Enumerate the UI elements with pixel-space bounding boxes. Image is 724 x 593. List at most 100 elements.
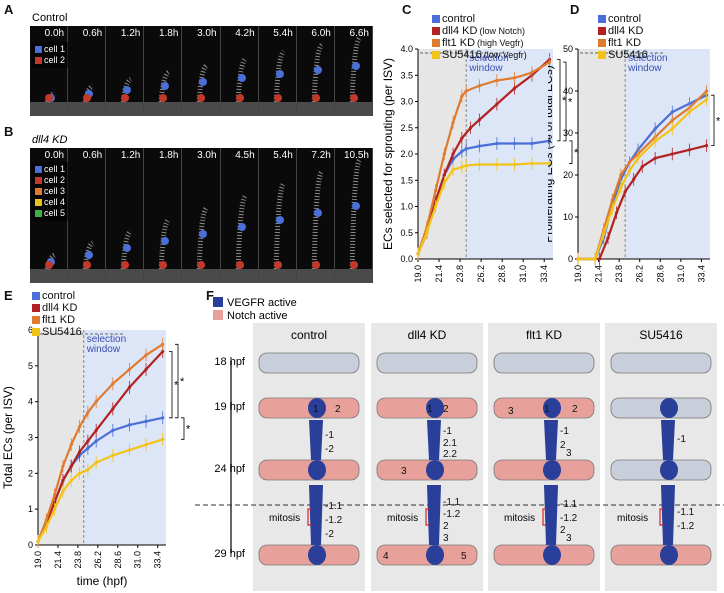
series-legend-item: flt1 KD (598, 37, 648, 49)
sprout (661, 420, 675, 460)
data-point (127, 423, 132, 427)
data-point (53, 500, 57, 504)
legend-label: control (608, 13, 642, 25)
series-legend-item: dll4 KD (low Notch) (432, 25, 527, 37)
micrograph-frame: 5.4h (258, 26, 297, 116)
schematic-column-header: control (291, 328, 327, 342)
significance-star: * (180, 376, 185, 388)
sprout (309, 420, 323, 460)
legend-swatch (35, 177, 42, 184)
data-point (53, 493, 57, 497)
data-point (468, 126, 473, 130)
micrograph-frame: 4.5h (220, 148, 259, 283)
data-point (451, 168, 455, 172)
data-point (86, 468, 90, 472)
schematic-column-header: SU5416 (639, 328, 683, 342)
selection-window-label: selection window (627, 53, 667, 74)
tip-cell (660, 545, 678, 565)
legend-swatch (35, 210, 42, 217)
data-point (61, 489, 65, 493)
cell-number-label: 1 (427, 404, 433, 415)
mitosis-bracket (307, 508, 311, 526)
y-tick-label: 20 (563, 170, 573, 180)
timepoint-label: 1.8h (158, 150, 179, 161)
legend-note: (high Vegfr) (477, 38, 524, 48)
y-tick-label: 2.0 (400, 149, 413, 159)
data-point (77, 425, 82, 429)
data-point (161, 342, 165, 346)
data-point (610, 207, 614, 211)
y-tick-label: 10 (563, 212, 573, 222)
micrograph-frame: 10.5h (334, 148, 373, 283)
data-point (69, 464, 73, 468)
condition-label-b: dll4 KD (32, 134, 68, 146)
data-point (704, 89, 709, 93)
data-point (61, 464, 65, 468)
timepoint-label: 6.0h (311, 28, 331, 39)
legend-swatch (35, 57, 42, 64)
data-point (670, 152, 674, 156)
data-point (111, 428, 115, 432)
data-point (144, 419, 148, 423)
data-point (61, 478, 65, 483)
data-point (127, 367, 132, 372)
y-tick-label: 0.0 (400, 254, 413, 264)
tip-cell (308, 398, 326, 418)
y-axis-label: ECs selected for sprouting (per ISV) (381, 58, 395, 250)
chart-c-selected-ecs: selection window 0.0 0.5 1.0 1.5 2.0 2.5 3.0 3.5 4… (381, 44, 579, 283)
data-point (144, 353, 148, 357)
data-point (464, 163, 468, 168)
data-point (464, 147, 468, 151)
cell-number-label: -1 (325, 430, 334, 441)
series-legend-item: dll4 KD (598, 25, 648, 37)
cell-number-label: 3 (401, 466, 407, 477)
significance-bracket (169, 351, 173, 419)
data-point (512, 76, 517, 80)
y-tick-label: 1.5 (400, 175, 413, 185)
series-line (416, 61, 551, 255)
data-point (36, 539, 40, 544)
data-point (653, 156, 657, 160)
y-axis-label: Total ECs (per ISV) (1, 386, 15, 489)
data-point (530, 141, 534, 146)
cell-number-label: 3 (508, 406, 514, 417)
legend-swatch (32, 328, 40, 336)
significance-bracket (181, 417, 185, 440)
series-legend-item: SU5416 (low Vegfr) (432, 49, 527, 61)
timepoint-label: 0.6h (82, 28, 103, 39)
data-point (593, 257, 597, 261)
significance-star: * (568, 97, 573, 109)
selection-window-bg (466, 49, 553, 259)
data-point (94, 400, 98, 404)
x-tick-label: 31.0 (676, 265, 686, 283)
chart-c-legend: control dll4 KD (low Notch) flt1 KD (high … (432, 13, 527, 61)
significance-star: * (562, 95, 567, 107)
legend-label: cell 1 (44, 44, 66, 54)
micrograph-frame: 7.2h (296, 148, 335, 283)
legend-swatch (432, 15, 440, 23)
y-tick-label: 2 (28, 468, 33, 478)
tip-cell (308, 545, 326, 565)
x-tick-label: 33.4 (696, 265, 706, 283)
panel-label-e: E (4, 288, 13, 303)
condition-label-a: Control (32, 12, 68, 24)
schematic-column-header: dll4 KD (408, 328, 447, 342)
cell-number-label: -1.2 (325, 515, 343, 526)
data-point (425, 231, 429, 235)
mitosis-bracket (425, 508, 429, 526)
cell-number-label: 3 (566, 448, 572, 459)
x-tick-label: 31.0 (518, 265, 528, 283)
x-tick-label: 26.2 (635, 265, 645, 283)
data-point (606, 236, 610, 240)
cell-number-label: 2.2 (443, 449, 457, 460)
legend-label: dll4 KD (42, 302, 78, 314)
data-point (442, 152, 446, 156)
cell-number-label: -1.2 (443, 509, 461, 520)
timepoint-label: 5.4h (273, 150, 293, 161)
series-line (416, 162, 550, 255)
cell-legend-item: cell 3 (35, 186, 65, 197)
data-point (53, 507, 57, 511)
legend-swatch (432, 51, 440, 59)
legend-label: cell 2 (44, 175, 66, 185)
legend-label: dll4 KD (608, 25, 644, 37)
